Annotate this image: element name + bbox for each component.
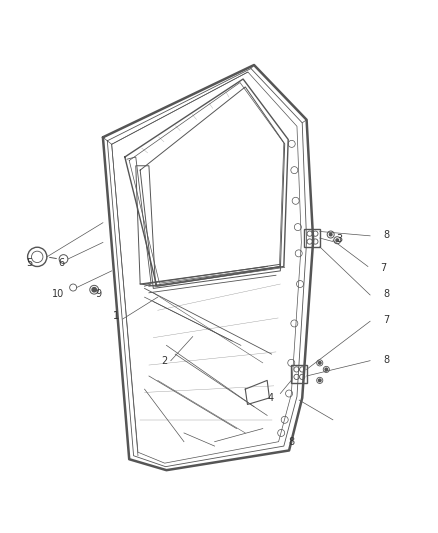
- Circle shape: [92, 287, 96, 292]
- Text: 2: 2: [161, 356, 167, 366]
- Text: 3: 3: [336, 233, 343, 244]
- Text: 10: 10: [52, 289, 64, 299]
- Circle shape: [318, 361, 321, 364]
- Circle shape: [325, 368, 328, 371]
- Text: 9: 9: [95, 289, 102, 299]
- Circle shape: [336, 239, 339, 241]
- Text: 1: 1: [113, 311, 119, 321]
- Circle shape: [329, 233, 332, 236]
- Text: 8: 8: [383, 230, 389, 240]
- Text: 8: 8: [383, 355, 389, 365]
- Text: 8: 8: [288, 437, 294, 447]
- Text: 6: 6: [58, 259, 64, 269]
- Circle shape: [318, 379, 321, 382]
- Text: 4: 4: [267, 393, 273, 403]
- Text: 5: 5: [26, 258, 32, 268]
- Text: 7: 7: [383, 316, 389, 326]
- Text: 7: 7: [380, 263, 386, 273]
- Text: 8: 8: [383, 289, 389, 299]
